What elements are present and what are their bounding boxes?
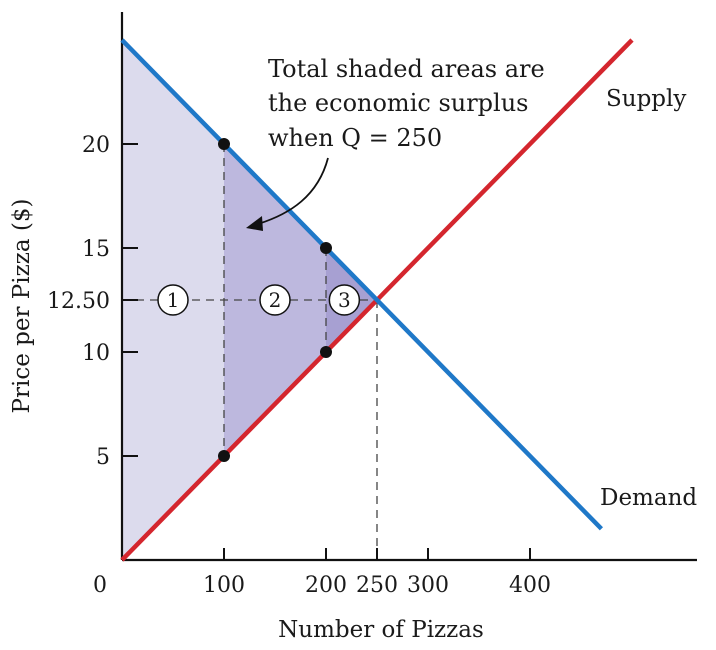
circle-label-1	[157, 284, 189, 316]
y-tick-label-20: 20	[82, 133, 110, 158]
y-tick-label-5: 5	[96, 445, 110, 470]
x-tick-label-300: 300	[407, 573, 449, 598]
annotation-line-3: when Q = 250	[268, 124, 442, 152]
circle-label-3	[328, 284, 361, 316]
annotation-arrowhead	[246, 216, 263, 231]
x-tick-label-400: 400	[509, 573, 551, 598]
y-tick-label-12.5: 12.50	[47, 289, 110, 314]
circle-label-text-2: 2	[269, 288, 282, 312]
point-200-15	[320, 242, 332, 254]
circle-label-2	[259, 284, 291, 316]
data-points	[218, 138, 332, 462]
axes	[120, 12, 697, 562]
origin-label: 0	[93, 573, 107, 598]
region-circle-labels: 1 2 3	[157, 284, 361, 316]
y-tick-label-10: 10	[82, 341, 110, 366]
circle-label-text-1: 1	[167, 288, 180, 312]
demand-label: Demand	[600, 485, 697, 511]
point-200-10	[320, 346, 332, 358]
x-tick-label-250: 250	[356, 573, 398, 598]
demand-curve	[120, 38, 604, 531]
y-axis-title: Price per Pizza ($)	[9, 199, 35, 414]
circle-label-text-3: 3	[338, 288, 351, 312]
supply-label: Supply	[606, 86, 686, 112]
x-axis-title: Number of Pizzas	[278, 617, 484, 643]
annotation-line-1: Total shaded areas are	[268, 55, 545, 83]
x-tick-label-100: 100	[203, 573, 245, 598]
y-tick-label-15: 15	[82, 237, 110, 262]
point-100-5	[218, 450, 230, 462]
x-tick-label-200: 200	[305, 573, 347, 598]
curves	[120, 38, 634, 562]
point-100-20	[218, 138, 230, 150]
annotation-arrow	[257, 157, 329, 225]
annotation-line-2: the economic surplus	[268, 89, 529, 117]
